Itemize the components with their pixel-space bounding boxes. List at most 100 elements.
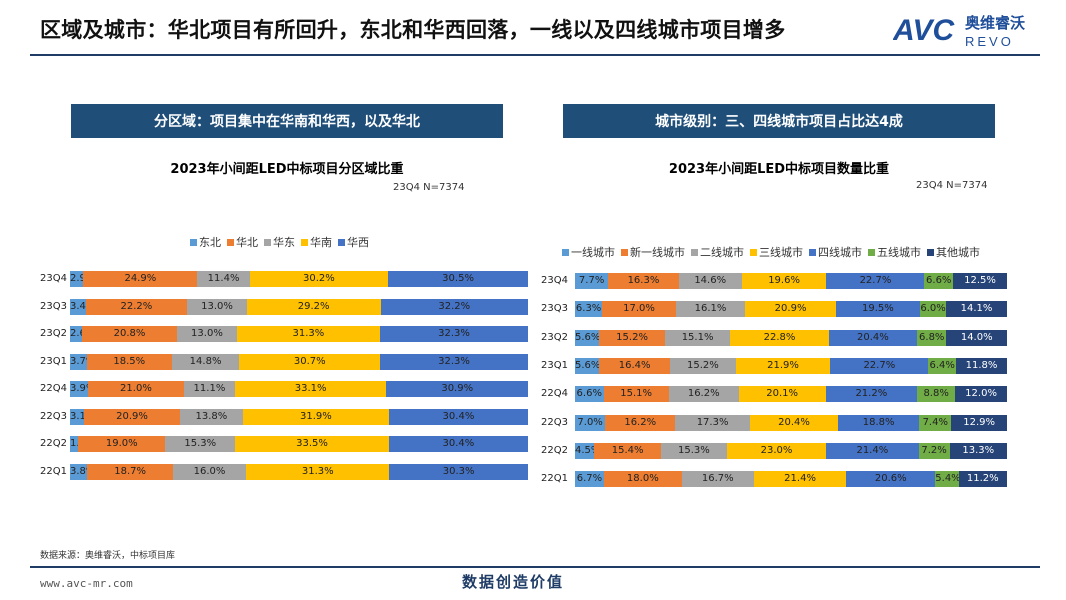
bar-segment: 7.2% [918,442,950,459]
bar-segment: 20.4% [749,414,839,431]
bar-segment: 3.7% [70,353,95,370]
category-label: 22Q4 [40,383,67,394]
category-label: 22Q4 [541,388,568,400]
slogan: 数据创造价值 [462,573,565,591]
legend-swatch [809,248,816,256]
bar-segment: 21.4% [753,471,847,488]
legend-item: 二线城市 [691,244,744,260]
bar-segment: 21.2% [825,386,918,403]
legend-item: 华西 [338,234,369,250]
page-title: 区域及城市：华北项目有所回升，东北和华西回落，一线以及四线城市项目增多 [40,18,786,42]
category-label: 23Q2 [541,331,568,343]
bar-segment: 5.6% [575,357,600,374]
logo-brand: AVC [893,14,955,47]
bar-segment: 13.8% [179,408,243,425]
bar-segment: 22.7% [826,273,925,289]
bar-segment: 20.9% [745,301,836,318]
bar-segment: 6.6% [575,386,604,403]
logo-cn: 奥维睿沃 [965,14,1025,32]
bar-segment: 16.4% [599,357,671,374]
bar-segment: 15.4% [594,442,661,459]
bar-segment: 14.1% [946,301,1007,318]
bar-segment: 20.9% [84,408,180,425]
legend-swatch [750,248,757,256]
bar-segment: 18.8% [838,414,920,431]
bar-row: 22Q1 3.8% 18.7% 16.0% 31.3% 30.3% [40,463,528,480]
legend-swatch [301,238,308,246]
bar-segment: 4.5% [575,442,600,459]
bar-row: 23Q4 7.7% 16.3% 14.6% 19.6% 22.7% 6.6% 12.5% [541,273,1007,289]
category-label: 22Q3 [541,416,568,428]
bar-segment: 12.9% [951,414,1007,431]
legend-label: 新一线城市 [630,246,685,259]
legend-swatch [868,248,875,256]
bar-segment: 19.5% [835,301,921,318]
bar-segment: 22.7% [830,357,929,374]
bar-segment: 6.8% [917,329,947,346]
legend-label: 华北 [236,236,258,249]
bar-row: 23Q1 3.7% 18.5% 14.8% 30.7% 32.3% [40,353,528,370]
bar-segment: 17.0% [602,301,676,318]
bar-segment: 30.4% [388,436,528,452]
bar-segment: 6.3% [575,301,603,318]
footer-divider [30,566,1040,568]
legend-swatch [264,238,271,246]
legend-item: 五线城市 [868,244,921,260]
bar-segment: 33.1% [234,381,387,397]
legend-item: 华东 [264,234,295,250]
website-url: www.avc-mr.com [40,577,133,590]
bar-row: 22Q4 6.6% 15.1% 16.2% 20.1% 21.2% 8.8% 12.0% [541,386,1007,403]
bar-segment: 6.0% [920,301,947,318]
legend-label: 其他城市 [936,246,980,259]
legend-item: 东北 [190,234,221,250]
bar-segment: 30.7% [239,353,381,370]
bar-segment: 1.8% [70,436,95,452]
legend-label: 五线城市 [877,246,921,259]
left-chart-note: 23Q4 N=7374 [393,182,465,193]
bar-segment: 30.4% [388,408,528,425]
category-label: 23Q3 [541,303,568,315]
legend-swatch [621,248,628,256]
legend-label: 一线城市 [571,246,615,259]
bar-segment: 13.3% [949,442,1007,459]
bar-segment: 15.3% [660,442,727,459]
bar-segment: 3.8% [70,463,95,480]
category-label: 23Q4 [541,275,568,286]
bar-segment: 19.0% [78,436,166,452]
bar-row: 22Q4 3.9% 21.0% 11.1% 33.1% 30.9% [40,381,528,397]
bar-segment: 21.9% [735,357,831,374]
bar-segment: 5.6% [575,329,600,346]
bar-segment: 14.6% [678,273,742,289]
bar-segment: 7.4% [919,414,952,431]
bar-segment: 30.5% [388,271,528,287]
right-city-chart: 23Q4 7.7% 16.3% 14.6% 19.6% 22.7% 6.6% 12.5% 23Q… [541,273,1007,493]
bar-segment: 14.8% [171,353,240,370]
legend-item: 三线城市 [750,244,803,260]
legend-item: 四线城市 [809,244,862,260]
bar-row: 23Q2 5.6% 15.2% 15.1% 22.8% 20.4% 6.8% 14.0% [541,329,1007,346]
right-chart-legend: 一线城市 新一线城市 二线城市 三线城市 四线城市 五线城市 其他城市 [562,244,986,260]
bar-segment: 20.4% [828,329,918,346]
legend-label: 华东 [273,236,295,249]
bar-segment: 21.0% [87,381,185,397]
bar-segment: 6.6% [924,273,953,289]
data-source: 数据来源：奥维睿沃，中标项目库 [40,551,176,561]
bar-segment: 11.1% [184,381,235,397]
bar-segment: 31.9% [242,408,389,425]
bar-segment: 11.8% [956,357,1007,374]
bar-segment: 19.6% [741,273,827,289]
bar-segment: 7.0% [575,414,606,431]
bar-segment: 31.3% [236,326,381,342]
category-label: 23Q1 [40,355,67,367]
bar-segment: 31.3% [246,463,390,480]
legend-swatch [227,238,234,246]
right-chart-title: 2023年小间距LED中标项目数量比重 [668,162,890,177]
bar-segment: 11.4% [197,271,250,287]
bar-segment: 12.0% [955,386,1007,403]
legend-label: 东北 [199,236,221,249]
bar-segment: 32.3% [380,353,528,370]
bar-segment: 16.1% [675,301,746,318]
